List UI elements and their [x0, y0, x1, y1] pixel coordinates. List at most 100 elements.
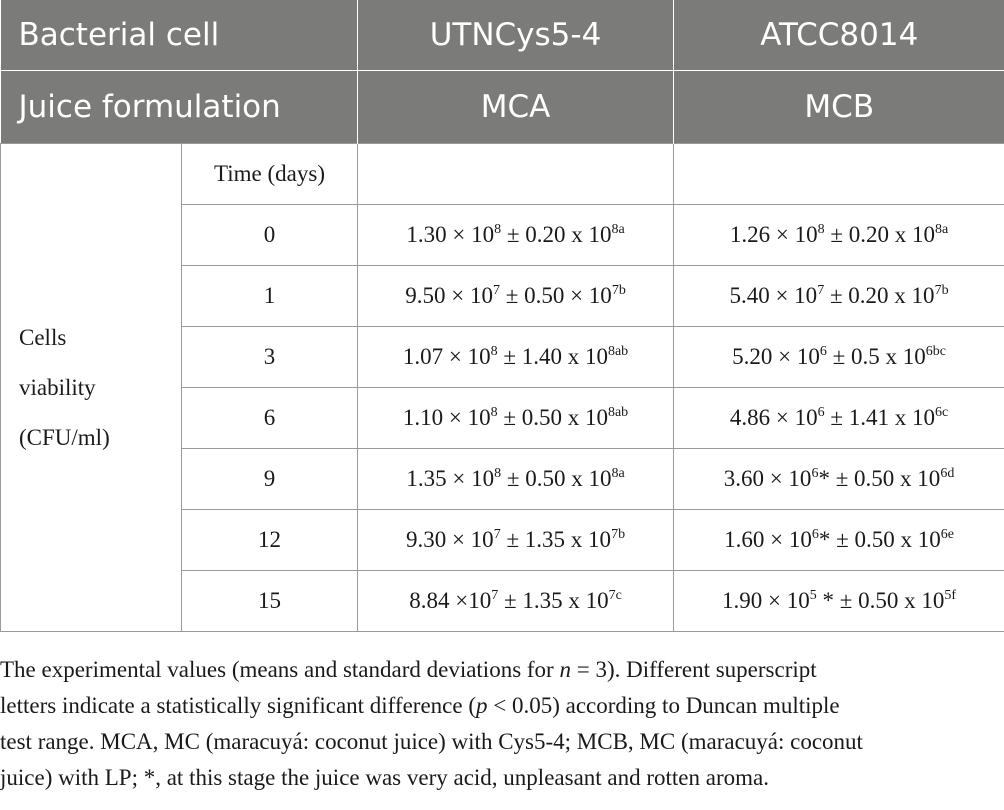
- mcb-value-cell: 3.60 × 106* ± 0.50 x 106d: [673, 448, 1004, 510]
- value-mantissa: 1.10 × 10: [402, 405, 491, 430]
- table-row: 1 9.50 × 107 ± 0.50 × 107b 5.40 × 107 ± 0.…: [1, 265, 1004, 327]
- value-exponent: 8: [494, 466, 502, 481]
- value-exponent: 5: [809, 588, 817, 603]
- time-header-cell: Time (days): [180, 143, 359, 205]
- time-cell: 0: [180, 204, 359, 266]
- mca-value-cell: 9.30 × 107 ± 1.35 x 107b: [357, 509, 675, 571]
- row-label-line: viability: [19, 374, 96, 400]
- value-exponent: 6: [819, 344, 827, 359]
- footnote-text: < 0.05) according to Duncan multiple: [487, 693, 840, 718]
- value-asterisk: *: [818, 527, 831, 552]
- value-mantissa: 1.60 × 10: [724, 527, 812, 552]
- value-sd-exponent-letter: 5f: [944, 588, 957, 603]
- table-row: 6 1.10 × 108 ± 0.50 x 108ab 4.86 × 106 ± 1…: [1, 387, 1004, 449]
- table-row: 0 1.30 × 108 ± 0.20 x 108a 1.26 × 108 ± 0.…: [1, 204, 1004, 266]
- value-sd: ± 0.20 x 10: [824, 222, 935, 247]
- mca-value-cell: 1.10 × 108 ± 0.50 x 108ab: [357, 387, 675, 449]
- header-utncys: UTNCys5-4: [357, 0, 675, 71]
- table-footnote: The experimental values (means and stand…: [0, 652, 1004, 796]
- time-cell: 9: [180, 448, 359, 510]
- value-mantissa: 1.07 × 10: [402, 344, 491, 369]
- header-row-juice-formulation: Juice formulation MCA MCB: [0, 70, 1004, 144]
- value-exponent: 7: [493, 527, 501, 542]
- value-sd: ± 0.20 x 10: [824, 283, 935, 308]
- value-exponent: 8: [490, 405, 498, 420]
- time-cell: 15: [180, 570, 359, 632]
- value-sd: ± 0.50 x 10: [829, 466, 941, 491]
- value-sd-exponent-letter: 8ab: [607, 405, 629, 420]
- value-sd: ± 1.35 x 10: [498, 588, 609, 613]
- row-label-cells-viability: Cells viability (CFU/ml): [0, 143, 182, 632]
- footnote-line: letters indicate a statistically signifi…: [0, 688, 1004, 724]
- value-mantissa: 5.20 × 10: [732, 344, 820, 369]
- table-row: 9 1.35 × 108 ± 0.50 x 108a 3.60 × 106* ± 0…: [1, 448, 1004, 510]
- value-sd: ± 1.41 x 10: [824, 405, 935, 430]
- empty-cell: [357, 143, 675, 205]
- footnote-p: p: [476, 693, 488, 718]
- value-asterisk: *: [818, 466, 830, 491]
- value-sd-exponent-letter: 8a: [611, 466, 625, 481]
- mcb-value-cell: 5.20 × 106 ± 0.5 x 106bc: [673, 326, 1004, 388]
- value-sd-exponent-letter: 8a: [611, 222, 625, 237]
- footnote-text: = 3). Different superscript: [570, 657, 817, 682]
- row-label-line: (CFU/ml): [19, 424, 110, 450]
- value-mantissa: 1.90 × 10: [722, 588, 810, 613]
- value-sd: ± 0.50 x 10: [501, 466, 612, 491]
- value-exponent: 7: [491, 588, 499, 603]
- value-exponent: 8: [817, 222, 825, 237]
- mcb-value-cell: 4.86 × 106 ± 1.41 x 106c: [673, 387, 1004, 449]
- footnote-text: The experimental values (means and stand…: [0, 657, 560, 682]
- value-sd: ± 0.50 x 10: [497, 405, 608, 430]
- mca-value-cell: 1.07 × 108 ± 1.40 x 108ab: [357, 326, 675, 388]
- value-exponent: 6: [811, 527, 819, 542]
- empty-cell: [673, 143, 1004, 205]
- value-sd: ± 1.35 x 10: [500, 527, 612, 552]
- footnote-line: test range. MCA, MC (maracuyá: coconut j…: [0, 729, 863, 754]
- mcb-value-cell: 1.90 × 105 * ± 0.50 x 105f: [673, 570, 1004, 632]
- value-exponent: 8: [490, 344, 498, 359]
- row-label-line: Cells: [19, 324, 67, 350]
- value-sd-exponent-letter: 6c: [934, 405, 949, 420]
- value-sd-exponent-letter: 7b: [934, 283, 949, 298]
- table-row: 3 1.07 × 108 ± 1.40 x 108ab 5.20 × 106 ± 0…: [1, 326, 1004, 388]
- value-sd-exponent-letter: 6e: [940, 527, 954, 542]
- value-mantissa: 1.30 × 10: [406, 222, 495, 247]
- value-sd-exponent-letter: 7c: [608, 588, 622, 603]
- value-sd: ± 1.40 x 10: [497, 344, 608, 369]
- time-cell: 6: [180, 387, 359, 449]
- value-sd-exponent-letter: 8ab: [607, 344, 629, 359]
- mca-value-cell: 1.30 × 108 ± 0.20 x 108a: [357, 204, 675, 266]
- time-cell: 1: [180, 265, 359, 327]
- value-sd: ± 0.5 x 10: [826, 344, 926, 369]
- header-label-juice-formulation: Juice formulation: [0, 70, 359, 144]
- value-mantissa: 9.30 × 10: [405, 527, 494, 552]
- value-sd-exponent-letter: 6bc: [925, 344, 946, 359]
- value-exponent: 6: [817, 405, 825, 420]
- value-exponent: 6: [811, 466, 819, 481]
- value-mantissa: 3.60 × 10: [723, 466, 812, 491]
- header-label-bacterial-cell: Bacterial cell: [0, 0, 359, 71]
- time-header-row: Cells viability (CFU/ml) Time (days): [0, 143, 1004, 632]
- header-row-bacterial-cell: Bacterial cell UTNCys5-4 ATCC8014: [0, 0, 1004, 71]
- table-row: 15 8.84 ×107 ± 1.35 x 107c 1.90 × 105 * ± …: [1, 570, 1004, 632]
- mca-value-cell: 1.35 × 108 ± 0.50 x 108a: [357, 448, 675, 510]
- value-mantissa: 1.35 × 10: [406, 466, 495, 491]
- value-mantissa: 4.86 × 10: [729, 405, 818, 430]
- value-sd: ± 0.20 x 10: [501, 222, 612, 247]
- value-mantissa: 5.40 × 10: [729, 283, 818, 308]
- mca-value-cell: 9.50 × 107 ± 0.50 × 107b: [357, 265, 675, 327]
- value-sd-exponent-letter: 7b: [611, 527, 626, 542]
- value-sd: ± 0.50 x 10: [833, 588, 945, 613]
- value-sd: ± 0.50 × 10: [499, 283, 612, 308]
- value-sd-exponent-letter: 8a: [934, 222, 949, 237]
- mcb-value-cell: 1.26 × 108 ± 0.20 x 108a: [673, 204, 1004, 266]
- footnote-line: juice) with LP; *, at this stage the jui…: [0, 765, 769, 790]
- footnote-n: n: [559, 657, 571, 682]
- mca-value-cell: 8.84 ×107 ± 1.35 x 107c: [357, 570, 675, 632]
- header-mca: MCA: [357, 70, 675, 144]
- time-cell: 12: [180, 509, 359, 571]
- table-body: Cells viability (CFU/ml) Time (days) 0 1.…: [0, 143, 1004, 632]
- value-mantissa: 9.50 × 10: [405, 283, 493, 308]
- time-cell: 3: [180, 326, 359, 388]
- value-sd-exponent-letter: 7b: [611, 283, 626, 298]
